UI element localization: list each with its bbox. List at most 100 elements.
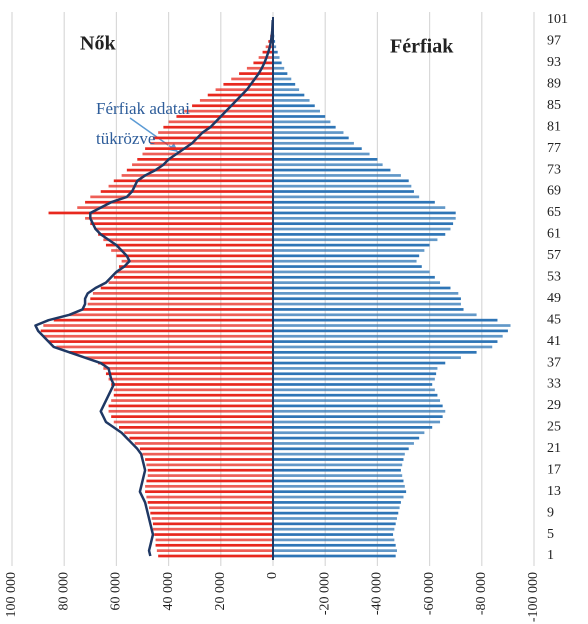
bar: [273, 383, 433, 386]
bar: [273, 222, 454, 226]
y-tick-label: 9: [547, 505, 554, 520]
y-tick-label: 57: [547, 248, 561, 263]
y-tick-label: 45: [547, 312, 561, 327]
bar: [145, 147, 273, 150]
bar: [273, 88, 300, 92]
bar: [273, 543, 396, 547]
bar: [273, 484, 405, 488]
bar: [139, 447, 273, 451]
bar: [150, 141, 273, 145]
bar: [151, 517, 273, 520]
bar: [108, 377, 273, 381]
bar: [154, 533, 273, 536]
bar: [273, 66, 285, 70]
bar: [273, 377, 435, 381]
bar: [273, 420, 441, 424]
bar: [273, 554, 396, 558]
bar: [168, 120, 273, 124]
bar: [273, 292, 459, 295]
bar: [90, 222, 273, 226]
bar: [111, 383, 274, 386]
bar: [137, 158, 273, 161]
x-tick-label: 80 000: [56, 572, 71, 611]
bar: [113, 420, 273, 424]
series-label: Nők: [80, 33, 116, 55]
bar: [145, 490, 273, 494]
bar: [273, 442, 414, 445]
bar: [48, 340, 273, 343]
y-tick-label: 97: [547, 34, 561, 49]
bar: [152, 527, 273, 531]
bar: [82, 308, 273, 311]
x-tick-label: -80 000: [474, 572, 489, 615]
bar: [108, 409, 273, 413]
bar: [273, 174, 401, 177]
bar: [85, 216, 273, 220]
y-tick-label: 37: [547, 355, 561, 370]
bar: [108, 281, 273, 284]
bar: [273, 56, 280, 59]
bar: [108, 404, 273, 408]
bar: [69, 350, 273, 354]
y-tick-label: 69: [547, 184, 561, 199]
y-tick-label: 53: [547, 269, 561, 284]
bar: [273, 40, 276, 43]
bar: [119, 265, 273, 268]
bar: [231, 77, 273, 81]
bar: [98, 233, 273, 236]
bar: [273, 372, 437, 376]
bar: [273, 447, 409, 451]
bar: [273, 233, 446, 236]
bar: [273, 45, 277, 49]
y-tick-label: 29: [547, 398, 561, 413]
bar: [273, 158, 378, 161]
bar: [103, 238, 273, 242]
y-tick-label: 17: [547, 462, 561, 477]
bar: [121, 174, 274, 177]
mirror-line: [34, 19, 274, 557]
x-tick-label: -40 000: [370, 572, 385, 615]
bar: [273, 393, 438, 397]
x-tick-label: 100 000: [4, 572, 19, 618]
bar: [273, 350, 477, 354]
bar: [273, 367, 438, 370]
bar: [273, 141, 354, 145]
bar: [134, 442, 273, 445]
y-tick-label: 13: [547, 484, 561, 499]
bar: [273, 329, 508, 333]
bar: [273, 308, 464, 311]
bar: [273, 356, 461, 360]
bar: [147, 468, 273, 472]
bar: [273, 184, 412, 188]
x-tick-label: -60 000: [422, 572, 437, 615]
bar: [163, 125, 273, 129]
bar: [273, 506, 400, 510]
bar: [273, 109, 320, 113]
y-tick-label: 65: [547, 205, 561, 220]
bar: [147, 474, 273, 477]
bar: [69, 313, 273, 317]
bar: [273, 211, 456, 215]
bar: [113, 275, 273, 279]
bar: [146, 463, 273, 467]
y-tick-label: 33: [547, 377, 561, 392]
bar: [273, 179, 409, 183]
y-tick-label: 61: [547, 227, 561, 242]
bar: [273, 415, 443, 418]
bar: [273, 275, 435, 279]
y-tick-label: 49: [547, 291, 561, 306]
bar: [273, 136, 349, 140]
bar: [90, 195, 273, 199]
x-tick-label: 0: [265, 572, 280, 579]
bar: [273, 468, 401, 472]
y-tick-label: 21: [547, 441, 561, 456]
x-tick-label: -20 000: [317, 572, 332, 615]
x-tick-label: -100 000: [526, 572, 541, 622]
bar: [273, 479, 404, 483]
bar: [223, 82, 273, 86]
y-tick-label: 89: [547, 77, 561, 92]
bar: [273, 270, 430, 274]
x-tick-label: 20 000: [213, 572, 228, 611]
bar: [273, 281, 441, 284]
bar: [152, 136, 273, 140]
